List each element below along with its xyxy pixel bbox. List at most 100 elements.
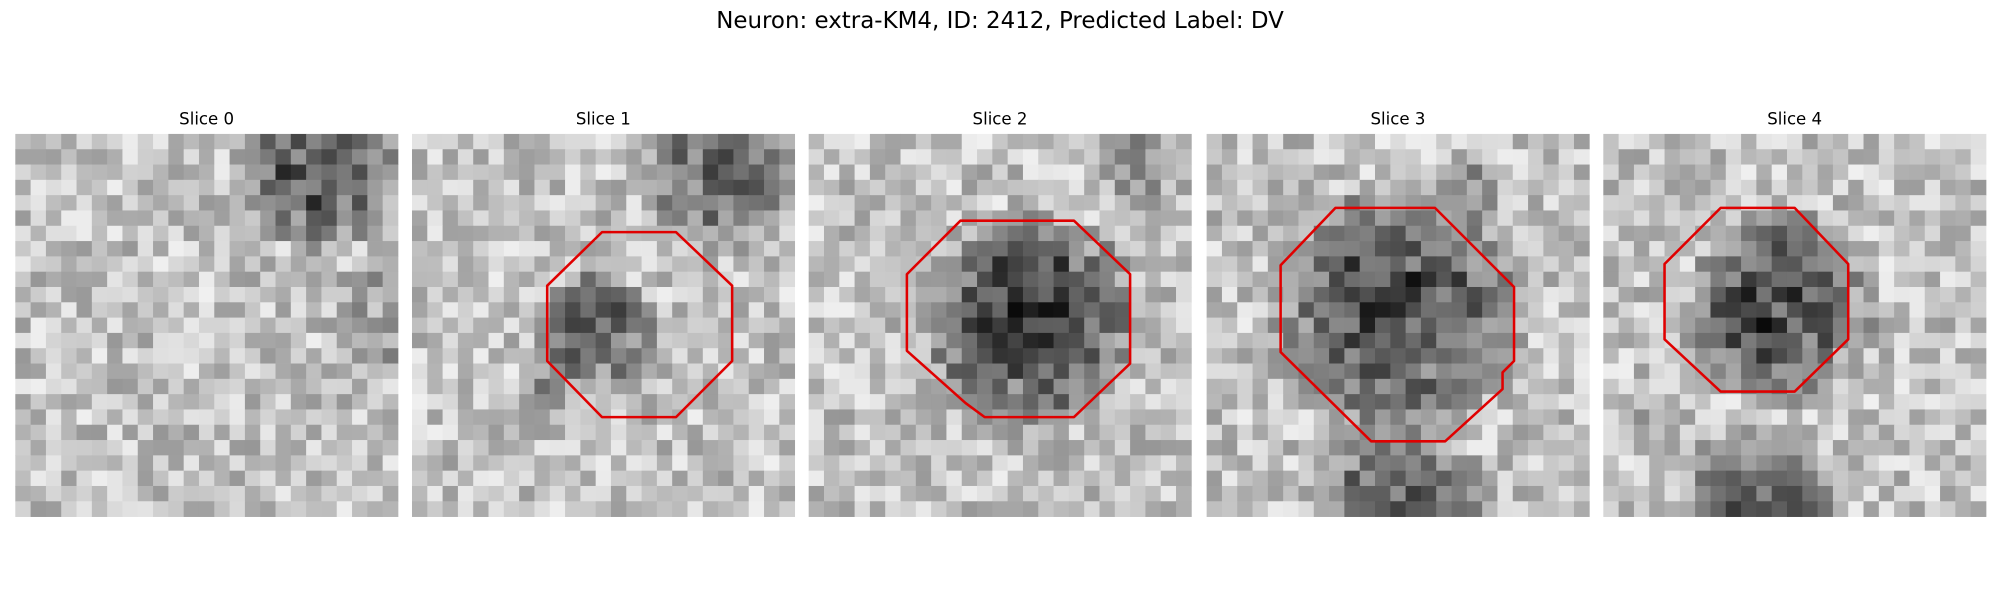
pixel	[1436, 440, 1452, 456]
pixel	[442, 501, 459, 517]
pixel	[107, 225, 123, 242]
pixel	[1038, 210, 1054, 227]
pixel	[900, 133, 917, 150]
pixel	[1817, 470, 1834, 487]
pixel	[61, 225, 77, 242]
pixel	[1710, 149, 1727, 165]
pixel	[1114, 424, 1131, 441]
pixel	[1633, 424, 1650, 441]
pixel	[1909, 271, 1926, 288]
pixel	[900, 149, 917, 165]
pixel	[1221, 149, 1238, 165]
pixel	[1022, 271, 1039, 288]
pixel	[1252, 485, 1269, 502]
pixel	[367, 348, 384, 364]
pixel	[306, 409, 322, 426]
pixel	[1786, 317, 1803, 334]
pixel	[1725, 241, 1742, 257]
pixel	[931, 378, 947, 395]
pixel	[1237, 394, 1253, 410]
pixel	[1145, 256, 1162, 273]
pixel	[1955, 485, 1972, 502]
pixel	[168, 501, 185, 517]
pixel	[900, 485, 917, 502]
pixel	[823, 149, 840, 165]
pixel	[1679, 286, 1696, 303]
pixel	[473, 455, 489, 472]
pixel	[1817, 256, 1834, 273]
pixel	[1909, 164, 1926, 181]
pixel	[290, 455, 307, 472]
panel-title: Slice 0	[179, 109, 234, 128]
pixel	[168, 179, 185, 196]
slice-panel: Slice 3	[1206, 109, 1590, 517]
pixel	[1955, 133, 1972, 150]
pixel	[503, 348, 520, 364]
pixel	[1497, 302, 1514, 318]
pixel	[76, 302, 93, 318]
pixel	[1160, 164, 1177, 181]
pixel	[1512, 133, 1529, 150]
pixel	[1756, 470, 1773, 487]
pixel	[869, 149, 886, 165]
pixel	[1771, 164, 1788, 181]
pixel	[946, 348, 963, 364]
pixel	[839, 424, 855, 441]
pixel	[260, 332, 276, 349]
pixel	[1695, 501, 1711, 517]
pixel	[122, 394, 139, 410]
pixel	[1756, 164, 1773, 181]
pixel	[229, 225, 246, 242]
pixel	[961, 164, 978, 181]
pixel	[718, 363, 734, 380]
pixel	[823, 286, 840, 303]
pixel	[1649, 179, 1665, 196]
pixel	[915, 149, 932, 165]
pixel	[1940, 317, 1956, 334]
pixel	[823, 378, 840, 395]
pixel	[610, 317, 627, 334]
pixel	[519, 485, 535, 502]
pixel	[122, 256, 139, 273]
pixel	[1832, 225, 1849, 242]
pixel	[1528, 256, 1544, 273]
pixel	[1221, 317, 1238, 334]
pixel	[839, 210, 855, 227]
pixel	[1878, 470, 1895, 487]
pixel	[427, 256, 443, 273]
pixel	[45, 210, 62, 227]
pixel	[1573, 286, 1590, 303]
pixel	[1038, 394, 1054, 410]
pixel	[1114, 317, 1131, 334]
pixel	[352, 256, 368, 273]
pixel	[779, 179, 796, 196]
pixel	[1221, 286, 1238, 303]
pixel	[748, 195, 765, 211]
pixel	[488, 210, 505, 227]
pixel	[1558, 195, 1575, 211]
pixel	[91, 455, 108, 472]
pixel	[1466, 256, 1483, 273]
pixel	[1451, 164, 1468, 181]
pixel	[808, 210, 825, 227]
pixel	[702, 133, 719, 150]
pixel	[595, 424, 612, 441]
pixel	[1940, 394, 1956, 410]
pixel	[290, 256, 307, 273]
pixel	[656, 256, 673, 273]
pixel	[198, 348, 215, 364]
pixel	[1068, 378, 1085, 395]
pixel	[1038, 133, 1054, 150]
pixel	[1007, 302, 1024, 318]
pixel	[1420, 485, 1437, 502]
pixel	[168, 485, 185, 502]
pixel	[1924, 195, 1941, 211]
pixel	[1466, 470, 1483, 487]
pixel	[702, 501, 719, 517]
pixel	[992, 149, 1009, 165]
pixel	[1298, 302, 1315, 318]
pixel	[1160, 256, 1177, 273]
pixel	[580, 485, 597, 502]
pixel	[1573, 440, 1590, 456]
pixel	[1558, 485, 1575, 502]
